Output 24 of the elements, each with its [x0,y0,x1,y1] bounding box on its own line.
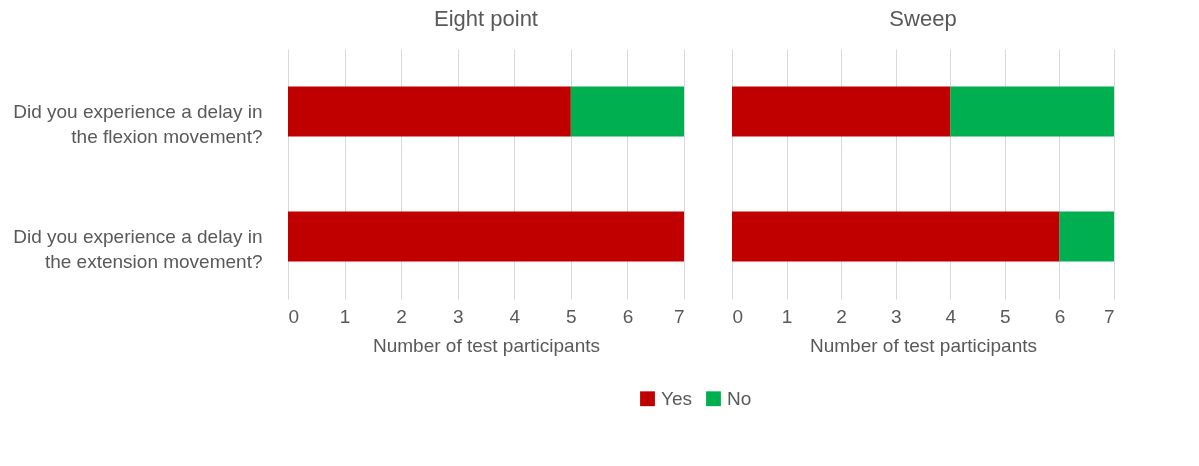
x-tick-label: 2 [836,305,847,327]
x-tick-label: 4 [945,305,957,327]
chart-title: Sweep [889,6,957,31]
x-tick-label: 6 [1054,305,1066,327]
x-tick-label: 2 [396,305,407,327]
chart-title: Eight point [434,6,538,31]
x-tick-label: 6 [622,305,634,327]
legend-label: Yes [661,387,692,409]
x-tick-label: 4 [509,305,521,327]
x-tick-label: 1 [339,305,351,327]
x-tick-label: 7 [1103,305,1115,327]
x-axis-title: Number of test participants [372,334,601,356]
x-tick-label: 0 [732,305,744,327]
y-tick-label: Did you experience a delay in the flexion movement? [13,100,263,147]
x-tick-label: 5 [1000,305,1011,327]
x-tick-label: 1 [781,305,793,327]
x-axis-title: Number of test participants [809,334,1038,356]
x-tick-label: 7 [673,305,685,327]
x-tick-label: 0 [288,305,300,327]
legend-label: No [727,387,752,409]
y-tick-label: Did you experience a delay in the extension movement? [13,225,263,272]
x-tick-label: 5 [566,305,577,327]
x-tick-label: 3 [452,305,464,327]
x-tick-label: 3 [890,305,902,327]
